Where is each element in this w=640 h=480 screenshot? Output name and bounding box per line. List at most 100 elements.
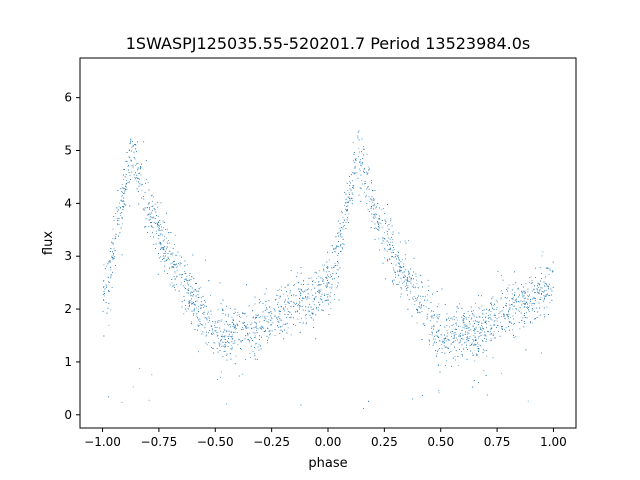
data-point	[112, 254, 114, 256]
data-point	[478, 316, 480, 318]
data-point	[110, 276, 112, 278]
data-point	[395, 264, 397, 266]
data-point	[160, 261, 162, 262]
data-point	[465, 316, 467, 318]
data-point	[326, 285, 328, 287]
data-point	[150, 222, 151, 223]
data-point	[267, 327, 269, 329]
data-point	[123, 203, 125, 204]
data-point	[315, 277, 317, 279]
data-point	[449, 320, 451, 321]
data-point	[176, 270, 178, 272]
data-point	[364, 180, 366, 182]
data-point	[353, 185, 355, 187]
data-point	[225, 345, 226, 347]
data-point	[236, 314, 238, 316]
data-point	[205, 342, 207, 344]
data-point	[478, 337, 480, 339]
data-point	[288, 284, 290, 286]
data-point	[491, 339, 492, 341]
data-point	[406, 282, 407, 284]
data-point	[186, 279, 188, 281]
data-point	[532, 308, 533, 310]
data-point	[164, 270, 165, 272]
data-point	[226, 323, 228, 325]
data-point	[186, 276, 188, 278]
data-point	[535, 318, 536, 320]
data-point	[334, 262, 336, 264]
data-point	[132, 145, 134, 147]
data-point	[123, 201, 125, 202]
data-point	[191, 310, 193, 312]
data-point	[361, 138, 363, 140]
data-point	[488, 321, 490, 322]
data-point	[296, 305, 298, 306]
data-point	[502, 329, 503, 330]
data-point	[446, 330, 448, 332]
data-point	[467, 336, 468, 338]
data-point	[161, 226, 162, 228]
data-point	[120, 200, 122, 202]
data-point	[268, 300, 270, 302]
data-point	[537, 282, 539, 284]
data-point	[336, 287, 338, 289]
data-point	[345, 206, 347, 208]
data-point	[138, 178, 140, 180]
data-point	[534, 291, 535, 293]
data-point	[479, 333, 481, 335]
data-point	[412, 398, 413, 400]
data-point	[475, 320, 476, 322]
data-point	[327, 299, 329, 301]
data-point	[520, 312, 522, 314]
data-point	[377, 229, 379, 230]
data-point	[515, 282, 517, 284]
data-point	[318, 290, 320, 292]
data-point	[313, 298, 315, 300]
data-point	[280, 305, 282, 307]
data-point	[293, 284, 295, 286]
data-point	[289, 311, 291, 313]
data-point	[107, 276, 109, 278]
data-point	[434, 314, 435, 315]
data-point	[476, 316, 477, 318]
data-point	[494, 313, 496, 315]
data-point	[300, 292, 301, 294]
data-point	[505, 297, 507, 299]
data-point	[534, 285, 535, 287]
data-point	[145, 159, 147, 161]
data-point	[248, 339, 250, 341]
data-point	[136, 151, 137, 153]
data-point	[406, 277, 408, 279]
data-point	[258, 344, 260, 346]
data-point	[368, 166, 370, 168]
data-point	[120, 207, 121, 209]
data-point	[463, 324, 465, 326]
data-point	[471, 352, 473, 354]
data-point	[112, 271, 113, 273]
data-point	[129, 143, 131, 145]
data-point	[148, 202, 150, 204]
data-point	[435, 334, 437, 336]
data-point	[533, 288, 535, 290]
data-point	[228, 314, 229, 316]
data-point	[194, 308, 195, 310]
data-point	[263, 320, 265, 321]
data-point	[400, 241, 401, 243]
data-point	[351, 192, 353, 194]
data-point	[115, 213, 116, 214]
data-point	[239, 315, 240, 317]
data-point	[392, 255, 393, 257]
data-point	[327, 274, 329, 276]
data-point	[318, 276, 320, 278]
data-point	[469, 321, 470, 323]
data-point	[184, 260, 186, 262]
data-point	[231, 341, 233, 343]
data-point	[445, 340, 447, 342]
data-point	[282, 331, 283, 333]
data-point	[478, 321, 480, 323]
data-point	[115, 265, 116, 266]
data-point	[222, 331, 224, 333]
data-point	[283, 329, 285, 331]
data-point	[263, 327, 265, 329]
data-point	[214, 342, 216, 344]
